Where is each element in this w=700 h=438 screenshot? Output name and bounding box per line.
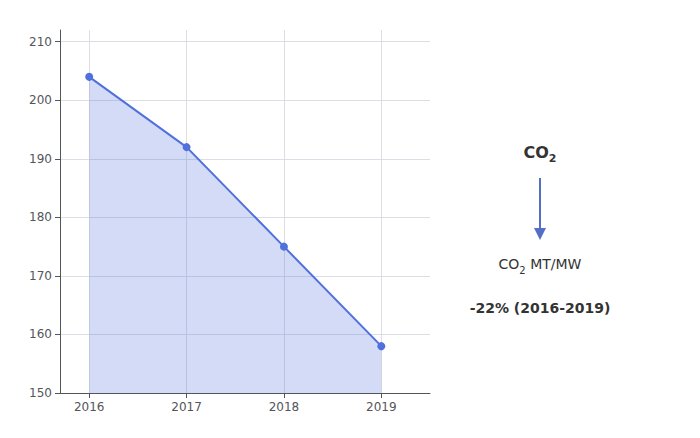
svg-text:CO: CO xyxy=(499,256,520,272)
svg-text:150: 150 xyxy=(29,386,52,400)
svg-text:170: 170 xyxy=(29,269,52,283)
svg-text:2018: 2018 xyxy=(269,400,300,414)
svg-text:160: 160 xyxy=(29,327,52,341)
svg-text:2019: 2019 xyxy=(366,400,397,414)
svg-text:-22% (2016-2019): -22% (2016-2019) xyxy=(470,300,611,316)
svg-text:CO: CO xyxy=(524,143,549,162)
svg-text:2: 2 xyxy=(519,264,526,276)
svg-text:MT/MW: MT/MW xyxy=(526,256,582,272)
svg-text:2017: 2017 xyxy=(171,400,202,414)
svg-text:200: 200 xyxy=(29,93,52,107)
svg-text:210: 210 xyxy=(29,35,52,49)
svg-text:2016: 2016 xyxy=(74,400,105,414)
svg-text:190: 190 xyxy=(29,152,52,166)
svg-text:2: 2 xyxy=(549,152,557,165)
svg-text:180: 180 xyxy=(29,210,52,224)
